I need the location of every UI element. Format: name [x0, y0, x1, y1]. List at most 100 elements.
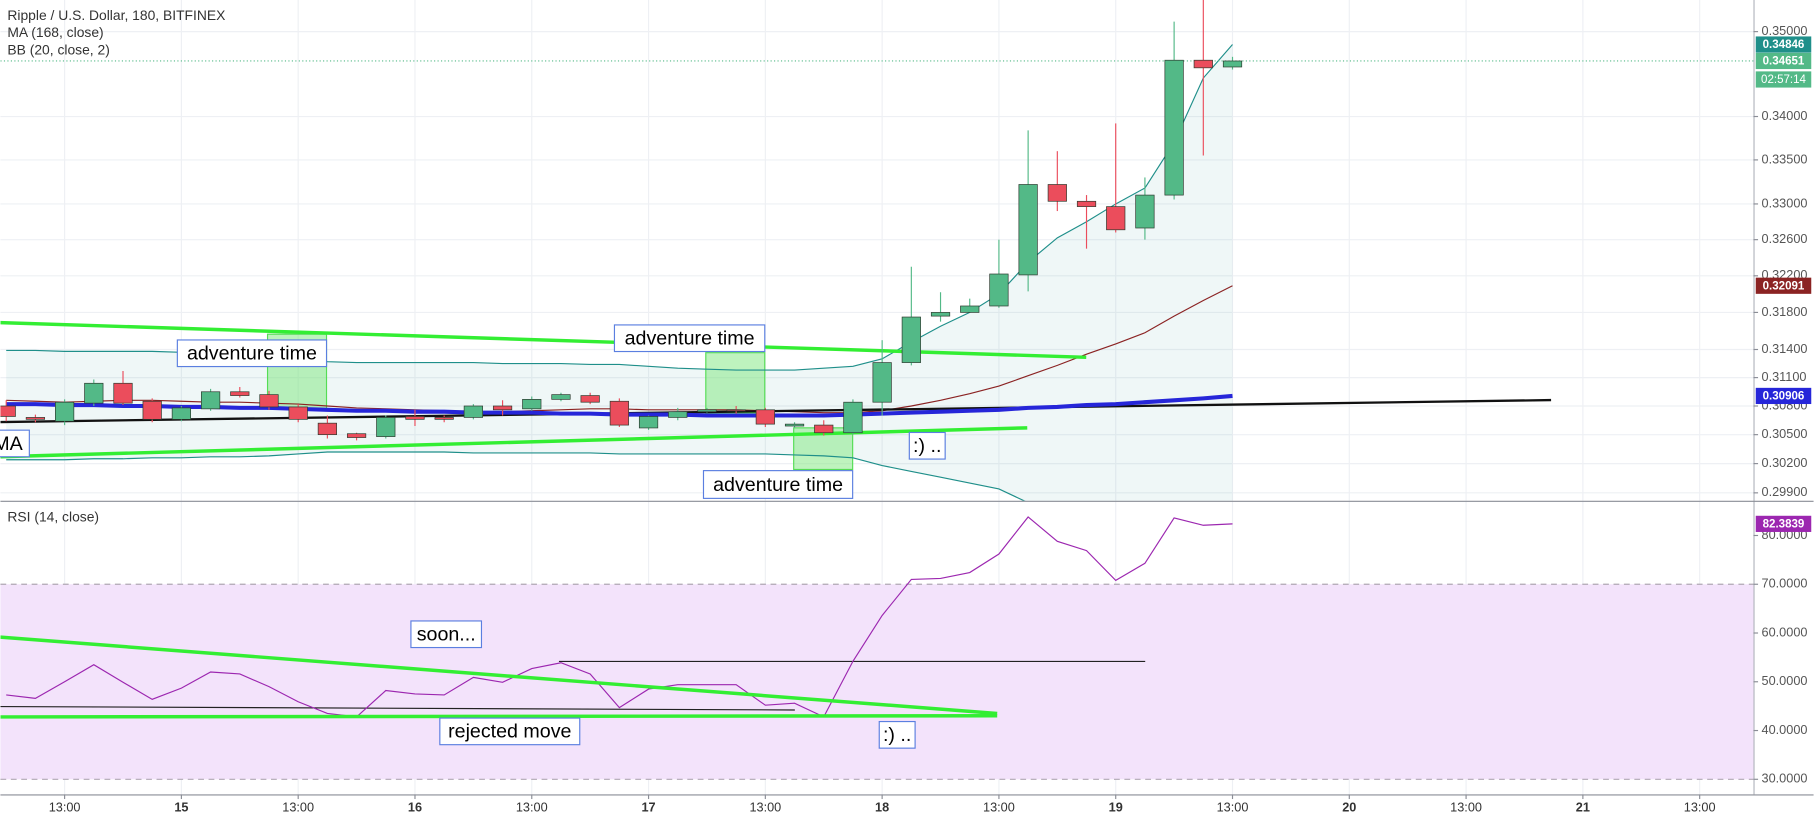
- price-badge-label: 0.34846: [1763, 39, 1805, 51]
- countdown-label: 02:57:14: [1761, 74, 1807, 86]
- candle-body: [551, 394, 571, 400]
- x-tick-label: 13:00: [1450, 800, 1482, 815]
- rsi-title: RSI (14, close): [7, 509, 99, 525]
- overlays: Ripple / U.S. Dollar, 180, BITFINEX MA (…: [0, 7, 1812, 749]
- annotation: :) ..: [883, 724, 911, 746]
- candle-body: [113, 382, 133, 404]
- candle-body: [522, 399, 542, 410]
- trend-line: [0, 398, 1552, 424]
- x-tick-label: 13:00: [282, 800, 314, 815]
- candle-body: [697, 409, 717, 413]
- candle-body: [784, 423, 805, 427]
- candle-body: [463, 405, 483, 418]
- trend-line: [0, 705, 795, 711]
- candle-body: [1193, 59, 1213, 69]
- trend-line: [0, 635, 998, 716]
- bb-lower-line: [6, 451, 1026, 501]
- annotation-box: [176, 339, 328, 368]
- candle-body: [930, 312, 951, 317]
- price-pane-background: [0, 0, 1754, 501]
- annotation: :) ..: [913, 435, 941, 457]
- x-tick-label: 16: [408, 800, 422, 815]
- candle-body: [317, 422, 337, 436]
- rsi-pane: [0, 516, 1233, 719]
- annotation: rejected move: [448, 721, 571, 743]
- annotation-box: [702, 470, 854, 499]
- annotation-box: [613, 324, 766, 353]
- candle-body: [142, 400, 162, 420]
- price-badge: [1755, 36, 1812, 53]
- candle-body: [492, 405, 513, 411]
- annotation-box: [0, 429, 30, 458]
- price-badge: [1755, 52, 1812, 70]
- candle-body: [580, 395, 600, 403]
- x-tick-label: 19: [1109, 800, 1123, 815]
- candle-body: [0, 405, 16, 417]
- candle-body: [726, 409, 746, 412]
- x-tick-label: 13:00: [1684, 800, 1716, 815]
- candle-body: [989, 273, 1009, 307]
- candle-body: [376, 417, 396, 437]
- annotation-box: [908, 431, 946, 460]
- rsi-pane-background: [0, 501, 1754, 795]
- y-tick-label: 0.31800: [1762, 304, 1808, 319]
- x-tick-label: 20: [1342, 800, 1356, 815]
- candle-body: [171, 407, 191, 420]
- price-badge: [1755, 515, 1812, 532]
- y-tick-label: 0.34000: [1762, 108, 1808, 123]
- y-tick-label: 60.0000: [1762, 624, 1808, 639]
- candle-body: [755, 409, 775, 425]
- annotation: soon...: [417, 624, 476, 646]
- candle-body: [288, 406, 308, 420]
- candle-body: [960, 305, 980, 313]
- candle-body: [200, 391, 221, 410]
- y-tick-label: 0.29900: [1762, 484, 1808, 499]
- y-tick-label: 40.0000: [1762, 722, 1808, 737]
- candle-body: [609, 400, 629, 426]
- annotation-box: [439, 717, 581, 746]
- candle-body: [434, 417, 454, 420]
- y-tick-label: 0.33500: [1762, 151, 1808, 166]
- chart-title: Ripple / U.S. Dollar, 180, BITFINEX: [7, 7, 225, 23]
- y-tick-label: 0.35000: [1762, 23, 1808, 38]
- candle-body: [1076, 200, 1097, 207]
- candle-body: [901, 316, 921, 363]
- y-tick-label: 30.0000: [1762, 771, 1808, 786]
- x-tick-label: 13:00: [1217, 800, 1249, 815]
- candle-body: [259, 394, 279, 408]
- rsi-band: [0, 584, 1754, 780]
- candle-body: [1018, 184, 1038, 276]
- y-tick-label: 0.32600: [1762, 231, 1808, 246]
- y-tick-label: 0.33000: [1762, 195, 1808, 210]
- candle-body: [872, 362, 892, 403]
- x-tick-label: 18: [875, 800, 889, 815]
- price-badge: [1755, 277, 1812, 294]
- legend-entry: MA (168, close): [7, 24, 103, 40]
- annotation: adventure time: [187, 343, 317, 365]
- x-tick-label: 17: [641, 800, 655, 815]
- x-tick-label: 21: [1576, 800, 1590, 815]
- candle-body: [25, 417, 46, 420]
- candle-body: [814, 424, 834, 434]
- x-tick-label: 13:00: [749, 800, 781, 815]
- candle-body: [55, 401, 75, 422]
- highlight-box: [705, 352, 766, 414]
- candle-body: [84, 382, 104, 404]
- annotation: adventure time: [625, 328, 755, 350]
- y-tick-label: 0.31400: [1762, 341, 1808, 356]
- candle-body: [843, 401, 863, 434]
- y-tick-label: 0.30200: [1762, 455, 1808, 470]
- y-tick-label: 50.0000: [1762, 673, 1808, 688]
- annotation-box: [878, 720, 916, 749]
- candle-body: [668, 411, 688, 418]
- candle-body: [1106, 206, 1126, 231]
- rsi-line: [6, 516, 1233, 718]
- price-badge-label: 0.34651: [1763, 56, 1805, 68]
- price-badge-label: 82.3839: [1763, 518, 1805, 530]
- candle-body: [405, 416, 425, 420]
- annotation-box: [410, 620, 483, 649]
- y-tick-label: 0.30500: [1762, 426, 1808, 441]
